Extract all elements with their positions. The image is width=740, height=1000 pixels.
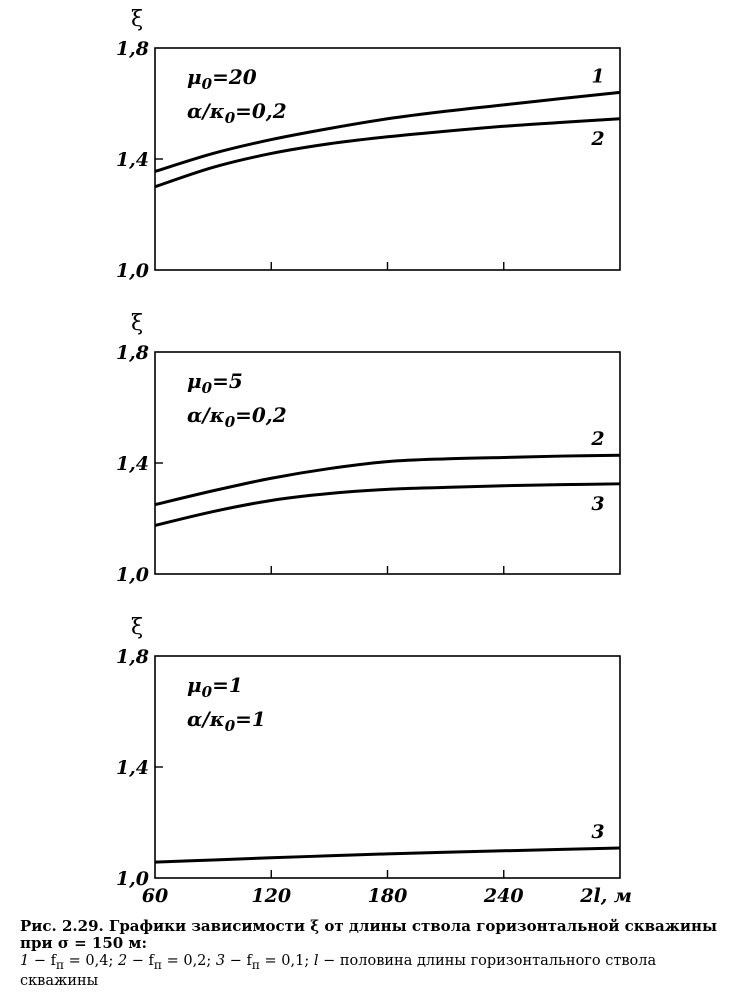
figure-charts: 1,8 1,4 1,0 ξ μ0=20 α/κ0=0,2 1 2 1,8 1,4 1,0 ξ μ0=5 α… — [116, 7, 632, 907]
series-line-3 — [154, 482, 621, 527]
series-label-2: 2 — [590, 128, 604, 150]
legend-sub-1: п — [55, 957, 65, 972]
series-line-2 — [154, 117, 621, 189]
param-alpha: α/κ0=0,2 — [187, 403, 287, 431]
y-tick-label: 1,0 — [116, 564, 149, 586]
legend-value-3: = 0,1; — [259, 953, 314, 969]
y-tick-label: 1,0 — [116, 260, 149, 282]
legend-sub-3: п — [251, 957, 260, 972]
legend-text-l: − половина длины горизонтального ствола … — [20, 953, 657, 989]
x-tick-label: 120 — [251, 885, 291, 907]
y-tick-label: 1,0 — [116, 868, 149, 890]
legend-text-3: − f — [225, 953, 252, 969]
y-tick-label: 1,4 — [116, 149, 149, 171]
legend-sub-2: п — [153, 957, 162, 972]
legend-text-1: − f — [29, 953, 56, 969]
y-tick-label: 1,4 — [116, 453, 149, 475]
param-mu: μ0=20 — [187, 65, 257, 93]
figure-caption: Рис. 2.29. Графики зависимости ξ от длин… — [20, 918, 725, 989]
y-tick-label: 1,8 — [116, 646, 149, 668]
x-tick-label: 240 — [483, 885, 524, 907]
series-line-3 — [154, 846, 621, 864]
caption-legend: 1 − fп = 0,4; 2 − fп = 0,2; 3 − fп = 0,1… — [20, 953, 725, 989]
caption-line-1: Рис. 2.29. Графики зависимости ξ от длин… — [20, 917, 718, 935]
series-label-1: 1 — [591, 65, 604, 87]
y-axis-label: ξ — [131, 7, 143, 32]
legend-num-3: 3 — [215, 953, 226, 969]
param-alpha: α/κ0=0,2 — [187, 99, 287, 127]
series-line-1 — [154, 90, 621, 173]
legend-num-l: l — [313, 953, 319, 969]
series-label-3: 3 — [591, 493, 604, 515]
y-tick-label: 1,8 — [116, 342, 149, 364]
y-tick-label: 1,4 — [116, 757, 149, 779]
legend-value-2: = 0,2; — [161, 953, 216, 969]
legend-value-1: = 0,4; — [64, 953, 118, 969]
series-label-2: 2 — [590, 428, 604, 450]
y-axis-label: ξ — [131, 311, 143, 336]
chart-panel-1: 1,8 1,4 1,0 ξ μ0=20 α/κ0=0,2 1 2 — [116, 7, 621, 282]
chart-panel-3: 1,8 1,4 1,0 ξ 60 120 180 240 2l, м μ0=1 α/κ0=1 3 — [116, 615, 632, 907]
caption-line-2: при σ = 150 м: — [20, 934, 147, 952]
y-tick-label: 1,8 — [116, 38, 149, 60]
y-axis-label: ξ — [131, 615, 143, 640]
series-label-3: 3 — [591, 821, 604, 843]
x-tick-label: 60 — [142, 885, 168, 907]
x-axis-label: 2l, м — [579, 885, 632, 907]
legend-text-2: − f — [127, 953, 154, 969]
chart-panel-2: 1,8 1,4 1,0 ξ μ0=5 α/κ0=0,2 2 3 — [116, 311, 621, 586]
param-mu: μ0=5 — [187, 369, 243, 397]
legend-num-2: 2 — [117, 953, 128, 969]
series-line-2 — [154, 453, 621, 507]
param-mu: μ0=1 — [187, 673, 243, 701]
legend-num-1: 1 — [20, 953, 30, 969]
x-tick-label: 180 — [368, 885, 408, 907]
param-alpha: α/κ0=1 — [187, 707, 266, 735]
